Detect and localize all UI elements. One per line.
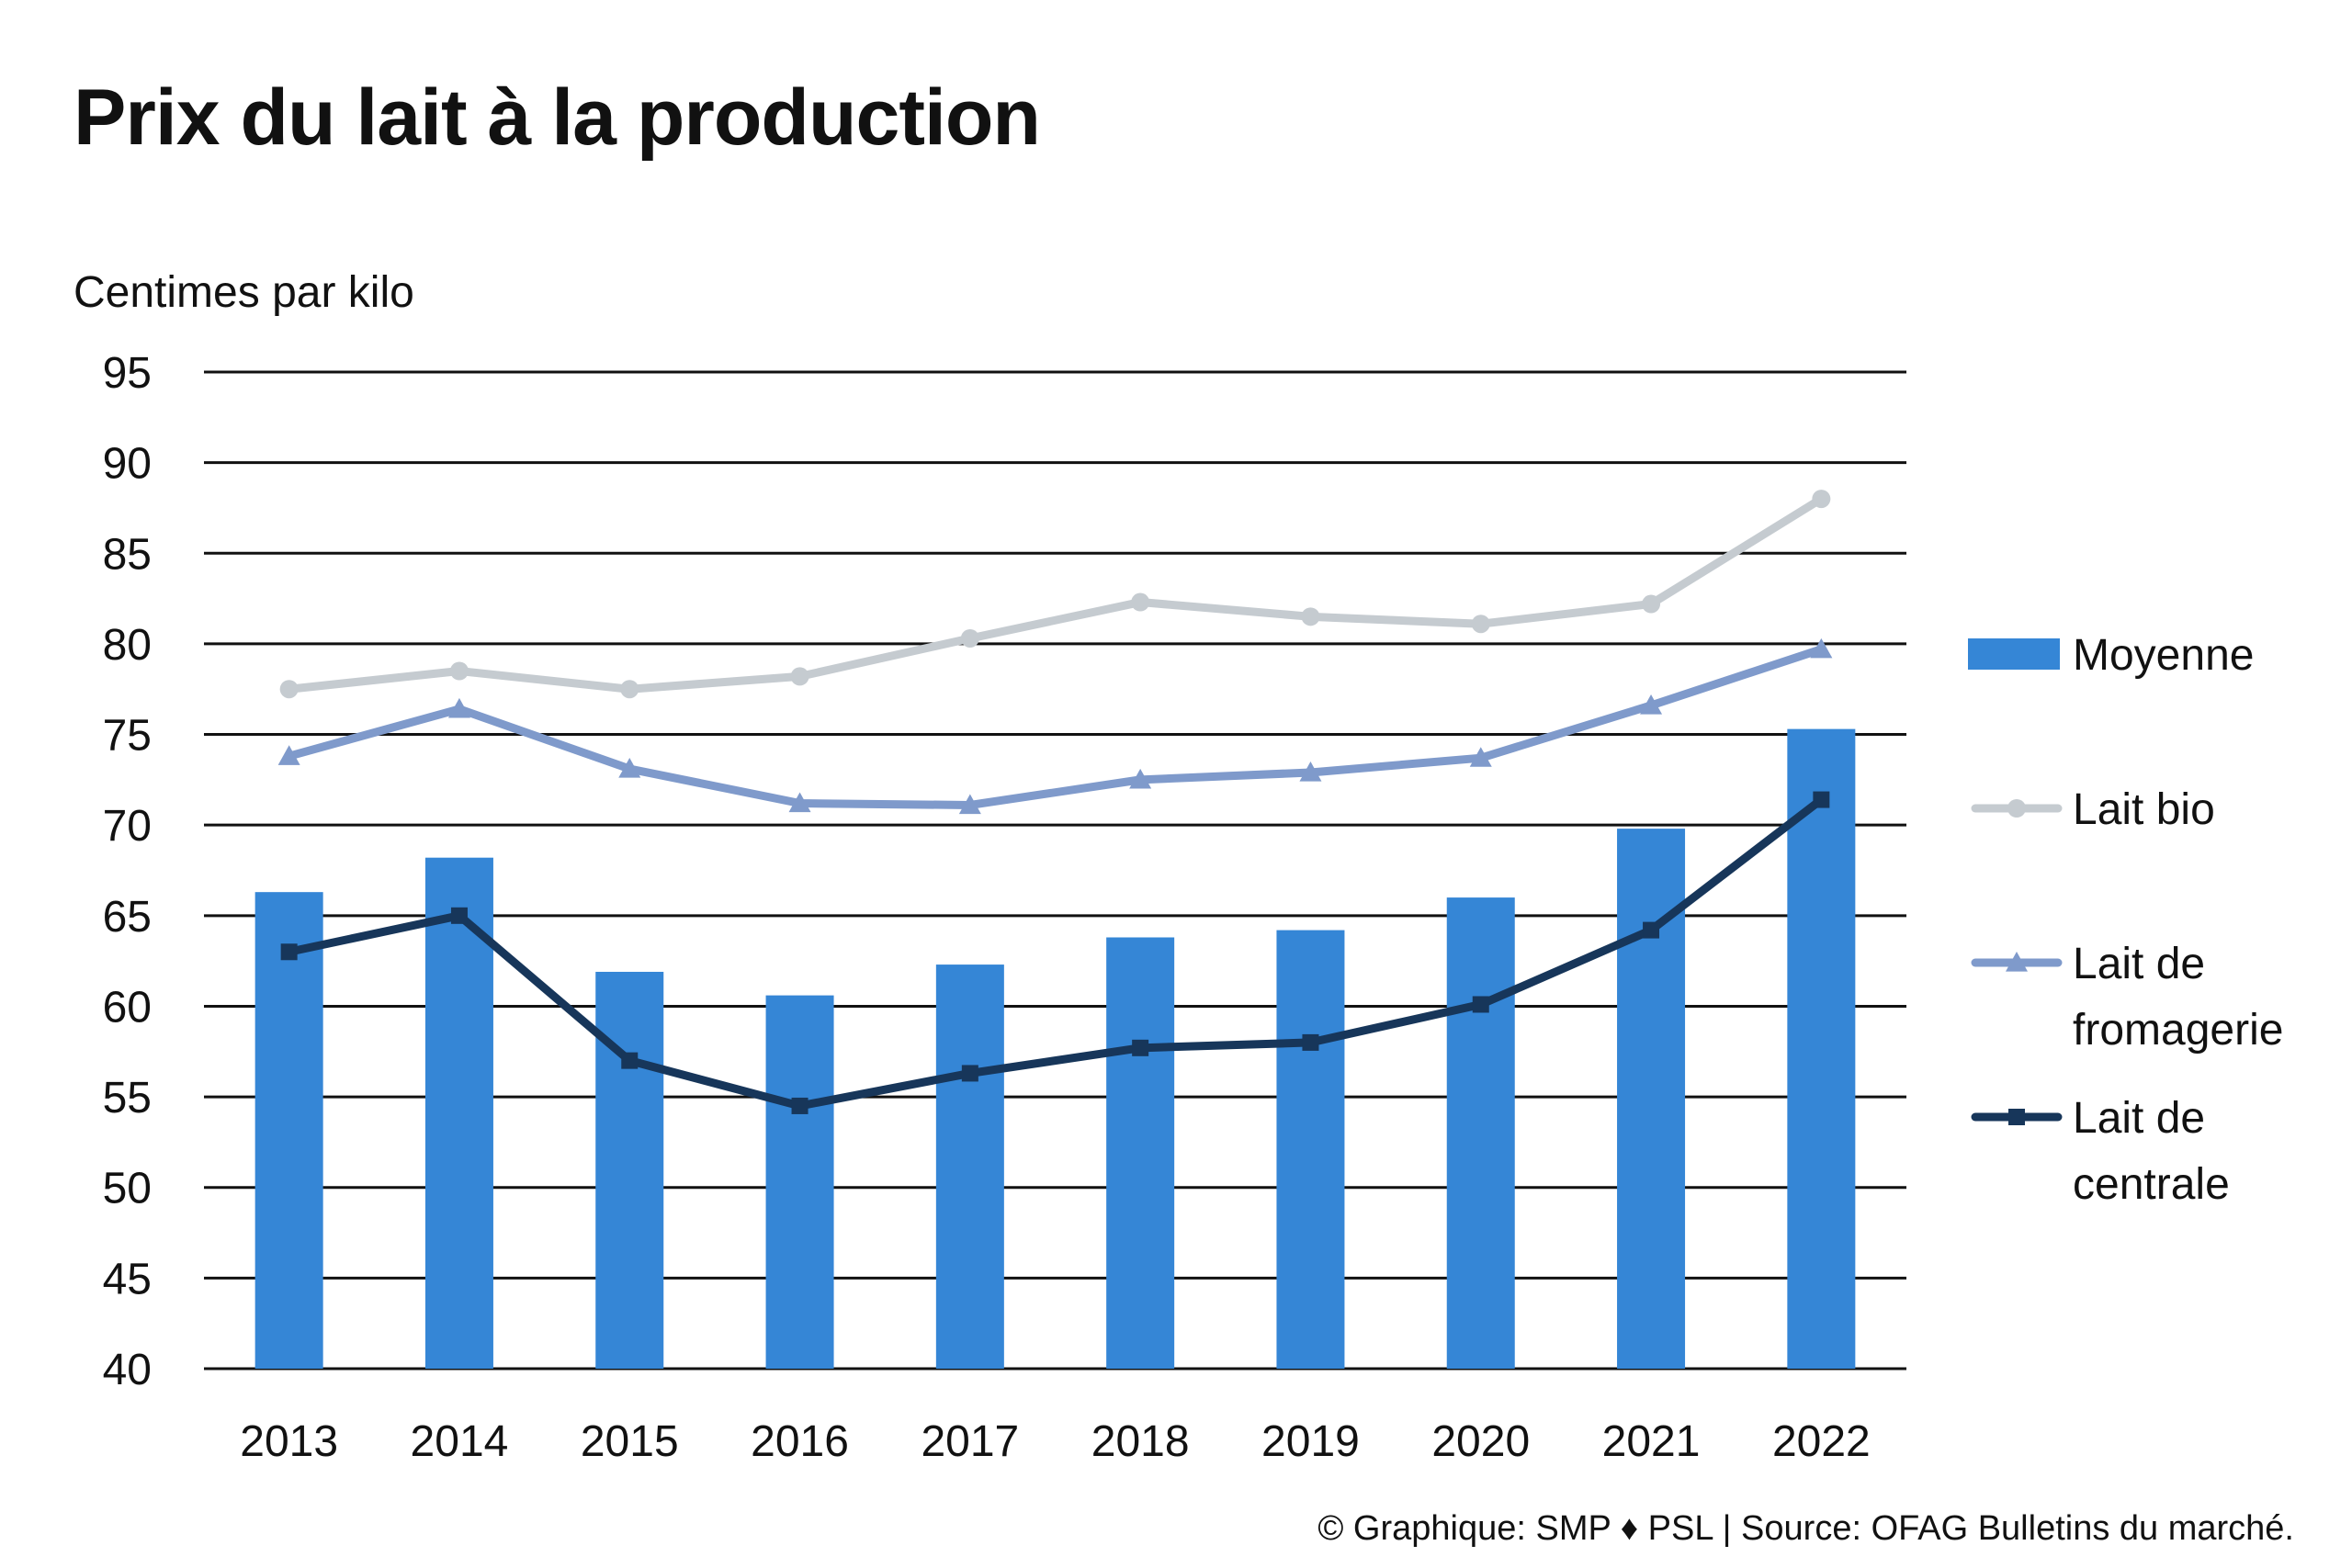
legend-label-lait-de-fromagerie-1: Lait de (2073, 940, 2205, 988)
point-lait-de-centrale-2017 (961, 1065, 978, 1082)
y-tick-label-45: 45 (103, 1255, 152, 1303)
point-lait-bio-2019 (1301, 607, 1320, 626)
legend-label-moyenne: Moyenne (2073, 631, 2254, 680)
y-tick-label-50: 50 (103, 1165, 152, 1213)
y-tick-labels: 40 45 50 55 60 65 70 75 80 85 90 95 (103, 349, 152, 1394)
y-tick-label-65: 65 (103, 893, 152, 942)
legend-marker-lait-de-fromagerie (2006, 952, 2028, 972)
point-lait-de-fromagerie-2019 (1299, 761, 1322, 782)
x-tick-label-2019: 2019 (1261, 1417, 1360, 1466)
series-lait-de-centrale (280, 791, 1830, 1114)
x-tick-label-2020: 2020 (1431, 1417, 1530, 1466)
x-tick-label-2013: 2013 (240, 1417, 338, 1466)
point-lait-bio-2017 (960, 628, 979, 648)
point-lait-bio-2020 (1471, 615, 1490, 634)
point-lait-de-fromagerie-2021 (1640, 694, 1663, 715)
point-lait-de-fromagerie-2015 (618, 758, 641, 778)
point-lait-de-fromagerie-2013 (277, 745, 300, 765)
point-lait-de-fromagerie-2017 (958, 794, 981, 815)
legend: Moyenne Lait bio Lait de fromagerie Lait de c… (1968, 631, 2283, 1209)
y-tick-label-40: 40 (103, 1346, 152, 1394)
x-tick-label-2016: 2016 (751, 1417, 849, 1466)
point-lait-bio-2015 (620, 680, 639, 699)
x-tick-label-2017: 2017 (921, 1417, 1019, 1466)
bar-moyenne-2022 (1787, 728, 1856, 1369)
point-lait-de-centrale-2016 (791, 1097, 808, 1114)
point-lait-de-centrale-2013 (280, 943, 298, 961)
point-lait-de-centrale-2020 (1472, 996, 1489, 1013)
point-lait-de-centrale-2018 (1132, 1039, 1149, 1056)
point-lait-de-centrale-2022 (1813, 791, 1830, 808)
bar-moyenne-2014 (424, 857, 493, 1369)
legend-label-lait-bio: Lait bio (2073, 785, 2215, 834)
legend-swatch-moyenne (1968, 638, 2060, 670)
point-lait-bio-2022 (1812, 490, 1831, 509)
line-lait-de-centrale (285, 795, 1826, 1111)
legend-marker-lait-de-centrale (2008, 1109, 2025, 1125)
legend-marker-lait-bio (2007, 799, 2026, 818)
bar-moyenne-2013 (254, 892, 323, 1369)
x-tick-label-2022: 2022 (1772, 1417, 1871, 1466)
line-lait-bio (285, 494, 1826, 694)
point-lait-de-centrale-2021 (1643, 921, 1660, 939)
bar-moyenne-2017 (935, 964, 1004, 1369)
bar-moyenne-2018 (1106, 937, 1175, 1369)
y-tick-label-75: 75 (103, 712, 152, 761)
point-lait-de-fromagerie-2020 (1469, 747, 1492, 767)
bar-moyenne-2015 (595, 971, 664, 1369)
point-lait-bio-2021 (1642, 594, 1661, 614)
point-lait-de-centrale-2019 (1302, 1033, 1319, 1051)
point-lait-de-fromagerie-2016 (788, 792, 811, 813)
x-tick-label-2021: 2021 (1602, 1417, 1701, 1466)
point-lait-bio-2013 (279, 680, 299, 699)
legend-label-lait-de-centrale-2: centrale (2073, 1160, 2230, 1209)
point-lait-de-centrale-2015 (621, 1052, 639, 1069)
point-lait-de-fromagerie-2014 (447, 697, 470, 718)
legend-label-lait-de-centrale-1: Lait de (2073, 1094, 2205, 1143)
y-tick-label-55: 55 (103, 1074, 152, 1122)
y-tick-label-80: 80 (103, 621, 152, 670)
line-lait-de-fromagerie (285, 645, 1826, 809)
point-lait-bio-2018 (1131, 592, 1150, 612)
source-footer: © Graphique: SMP ♦ PSL | Source: OFAG Bu… (1317, 1509, 2294, 1548)
legend-label-lait-de-fromagerie-2: fromagerie (2073, 1006, 2283, 1055)
x-tick-label-2018: 2018 (1091, 1417, 1190, 1466)
bar-moyenne-2021 (1617, 829, 1686, 1369)
x-tick-label-2014: 2014 (411, 1417, 509, 1466)
point-lait-de-fromagerie-2022 (1810, 637, 1833, 659)
point-lait-de-centrale-2014 (450, 907, 468, 924)
legend-item-moyenne: Moyenne (1968, 631, 2254, 680)
y-tick-label-95: 95 (103, 349, 152, 398)
line-series (277, 490, 1833, 1114)
bar-series (254, 728, 1856, 1369)
series-lait-bio (279, 490, 1831, 699)
y-tick-label-70: 70 (103, 802, 152, 851)
bar-moyenne-2016 (765, 995, 834, 1369)
point-lait-de-fromagerie-2018 (1129, 768, 1152, 789)
legend-item-lait-de-centrale: Lait de centrale (1971, 1094, 2230, 1209)
y-tick-label-85: 85 (103, 530, 152, 579)
bar-moyenne-2019 (1276, 930, 1345, 1369)
y-axis-label: Centimes par kilo (74, 268, 414, 317)
legend-item-lait-de-fromagerie: Lait de fromagerie (1971, 940, 2283, 1055)
bar-moyenne-2020 (1446, 897, 1515, 1369)
y-tick-label-90: 90 (103, 440, 152, 489)
point-lait-bio-2014 (449, 661, 469, 681)
y-tick-label-60: 60 (103, 983, 152, 1032)
chart-title: Prix du lait à la production (74, 73, 1041, 162)
series-lait-de-fromagerie (277, 637, 1833, 815)
legend-item-lait-bio: Lait bio (1971, 785, 2215, 834)
x-tick-label-2015: 2015 (581, 1417, 679, 1466)
point-lait-bio-2016 (790, 667, 809, 686)
x-tick-labels: 2013 2014 2015 2016 2017 2018 2019 2020 2021 2022 (240, 1417, 1870, 1466)
